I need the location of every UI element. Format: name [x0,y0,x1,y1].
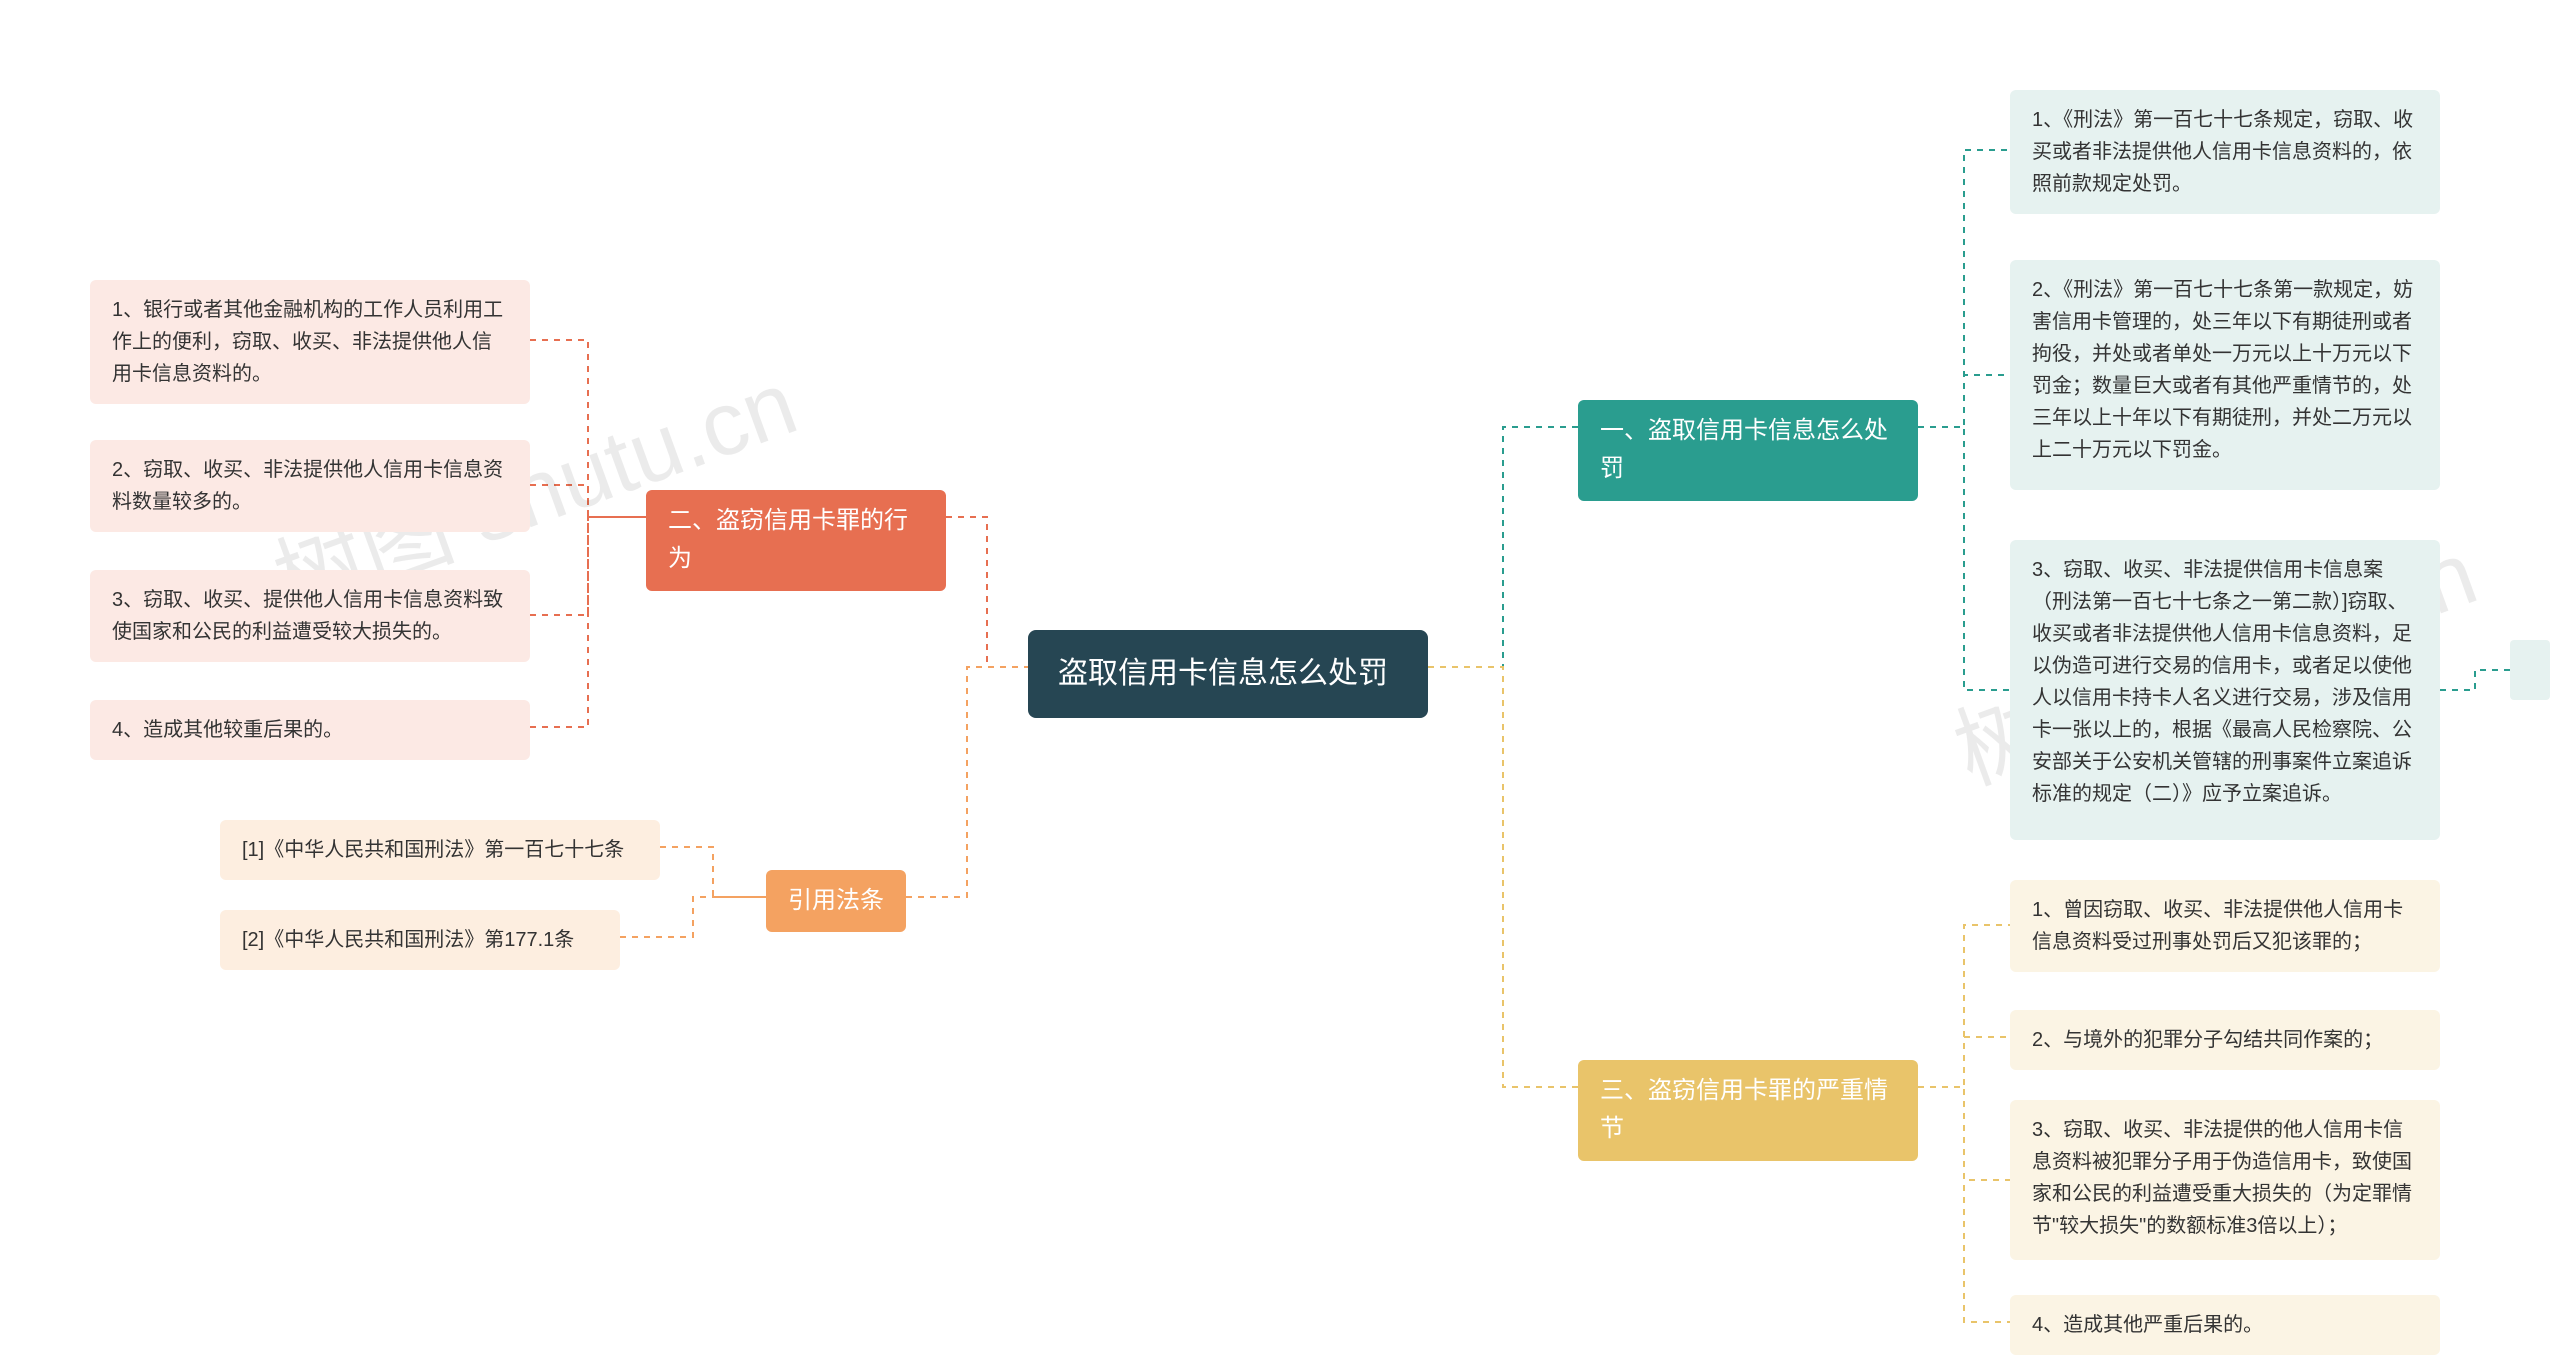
leaf-lref-0[interactable]: [1]《中华人民共和国刑法》第一百七十七条 [220,820,660,880]
branch-l2[interactable]: 二、盗窃信用卡罪的行为 [646,490,946,591]
leaf-r1-1[interactable]: 2、《刑法》第一百七十七条第一款规定，妨害信用卡管理的，处三年以下有期徒刑或者拘… [2010,260,2440,490]
branch-r1[interactable]: 一、盗取信用卡信息怎么处罚 [1578,400,1918,501]
leaf-l2-1[interactable]: 2、窃取、收买、非法提供他人信用卡信息资料数量较多的。 [90,440,530,532]
leaf-l2-0[interactable]: 1、银行或者其他金融机构的工作人员利用工作上的便利，窃取、收买、非法提供他人信用… [90,280,530,404]
leaf-r1-2[interactable]: 3、窃取、收买、非法提供信用卡信息案（刑法第一百七十七条之一第二款）]窃取、收买… [2010,540,2440,840]
extra-box [2510,640,2550,700]
leaf-l2-2[interactable]: 3、窃取、收买、提供他人信用卡信息资料致使国家和公民的利益遭受较大损失的。 [90,570,530,662]
leaf-r3-3[interactable]: 4、造成其他严重后果的。 [2010,1295,2440,1355]
leaf-l2-3[interactable]: 4、造成其他较重后果的。 [90,700,530,760]
leaf-r3-2[interactable]: 3、窃取、收买、非法提供的他人信用卡信息资料被犯罪分子用于伪造信用卡，致使国家和… [2010,1100,2440,1260]
leaf-lref-1[interactable]: [2]《中华人民共和国刑法》第177.1条 [220,910,620,970]
branch-lref[interactable]: 引用法条 [766,870,906,932]
root-node[interactable]: 盗取信用卡信息怎么处罚 [1028,630,1428,718]
leaf-r1-0[interactable]: 1、《刑法》第一百七十七条规定，窃取、收买或者非法提供他人信用卡信息资料的，依照… [2010,90,2440,214]
leaf-r3-0[interactable]: 1、曾因窃取、收买、非法提供他人信用卡信息资料受过刑事处罚后又犯该罪的； [2010,880,2440,972]
leaf-r3-1[interactable]: 2、与境外的犯罪分子勾结共同作案的； [2010,1010,2440,1070]
branch-r3[interactable]: 三、盗窃信用卡罪的严重情节 [1578,1060,1918,1161]
